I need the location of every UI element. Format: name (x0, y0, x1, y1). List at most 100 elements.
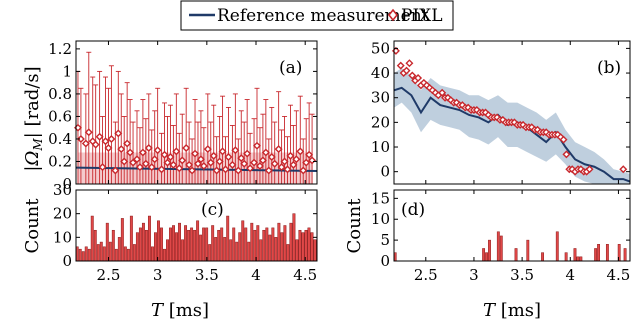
x-tick-label: 3 (153, 266, 163, 284)
svg-text:|ΩM| [rad/s]: |ΩM| [rad/s] (22, 66, 45, 171)
pixl-point (196, 155, 205, 164)
plot-area (391, 46, 631, 184)
x-tick-label: 3.5 (510, 266, 534, 284)
plot-area (393, 231, 627, 262)
histogram-bar (208, 244, 212, 262)
pixl-point (123, 139, 132, 148)
pixl-point (150, 155, 159, 164)
pixl-point (199, 161, 208, 170)
pixl-point (169, 160, 178, 169)
pixl-point (209, 151, 218, 160)
histogram-bar (87, 248, 91, 262)
histogram-bar (102, 246, 106, 262)
histogram-bar (144, 229, 148, 262)
pixl-point (270, 159, 279, 168)
pixl-point (157, 165, 166, 174)
histogram-bar (175, 232, 178, 262)
histogram-bar (289, 222, 293, 262)
y-tick-label: 10 (371, 138, 390, 156)
y-tick-label: 10 (53, 228, 72, 246)
y-axis-label-sub: M (31, 138, 45, 152)
x-axis-label-unit: [ms] (169, 300, 209, 321)
histogram-bar (238, 232, 242, 262)
axes-frame (75, 40, 318, 185)
y-tick-label: 0 (380, 163, 390, 181)
histogram-bar (117, 237, 121, 262)
pixl-point (160, 150, 169, 159)
histogram-bar (114, 248, 118, 262)
histogram-bar (555, 231, 559, 262)
pixl-point (562, 150, 571, 159)
pixl-point (166, 152, 175, 161)
pixl-point (120, 157, 129, 166)
pixl-point (178, 156, 187, 165)
pixl-point (132, 155, 141, 164)
axes-frame (393, 189, 631, 262)
pixl-point (286, 151, 295, 160)
y-axis-label-a: |ΩM| [rad/s] (22, 66, 45, 171)
pixl-point (144, 143, 153, 152)
histogram-bar (154, 232, 157, 262)
histogram-bar (244, 227, 248, 262)
histogram-bar (301, 232, 305, 262)
histogram-bar (123, 246, 127, 262)
pixl-point (153, 146, 162, 155)
histogram-bar (295, 239, 299, 262)
x-tick-label: 4 (251, 266, 261, 284)
y-tick-label: 0.8 (48, 85, 72, 103)
y-tick-label: 30 (371, 89, 390, 107)
histogram-bar (594, 248, 598, 262)
y-tick-label: 0.4 (48, 130, 72, 148)
x-tick-label: 2.5 (97, 266, 121, 284)
histogram-bar (132, 244, 136, 262)
y-tick-label: 0.6 (48, 107, 72, 125)
y-tick-label: 30 (53, 181, 72, 199)
histogram-bar (576, 256, 580, 262)
y-tick-label: 0.2 (48, 152, 72, 170)
x-axis-label-var: T (483, 300, 497, 321)
histogram-bar (310, 232, 314, 262)
panel-label: (b) (597, 58, 621, 78)
histogram-bar (99, 241, 103, 262)
x-axis-label-right: T [ms] (483, 300, 541, 321)
histogram-bar (605, 244, 609, 262)
x-axis-label-left: T [ms] (151, 300, 209, 321)
x-axis-label-unit: [ms] (501, 300, 541, 321)
x-tick-label: 3.5 (195, 266, 219, 284)
x-tick-label: 4.5 (293, 266, 317, 284)
pixl-point (221, 165, 230, 174)
y-tick-label: 20 (371, 113, 390, 131)
pixl-point (212, 166, 221, 175)
pixl-point (302, 158, 311, 167)
pixl-point (191, 149, 200, 158)
histogram-bar (514, 248, 518, 262)
pixl-point (299, 166, 308, 175)
pixl-point (237, 154, 246, 163)
histogram-bar (526, 239, 530, 262)
pixl-point (114, 129, 123, 138)
histogram-bar (313, 239, 317, 262)
pixl-point (231, 146, 240, 155)
histogram-bar (277, 222, 281, 262)
histogram-bar (111, 229, 115, 262)
histogram-bar (129, 215, 133, 262)
pixl-point (258, 156, 267, 165)
pixl-point (261, 148, 270, 157)
x-tick-label: 2.5 (414, 266, 438, 284)
pixl-point (283, 165, 292, 174)
histogram-bar (247, 241, 251, 262)
pixl-point (292, 155, 301, 164)
histogram-bar (105, 222, 109, 262)
histogram-bar (220, 227, 224, 262)
pixl-point (280, 157, 289, 166)
histogram-bar (214, 237, 218, 262)
y-tick-label: 50 (371, 39, 390, 57)
histogram-bar (223, 237, 227, 262)
panel-label: (a) (279, 58, 302, 78)
pixl-point (95, 132, 104, 141)
y-tick-label: 0 (62, 175, 72, 193)
plot-area (75, 213, 317, 262)
histogram-bar (126, 248, 130, 262)
histogram-bar (564, 252, 568, 262)
